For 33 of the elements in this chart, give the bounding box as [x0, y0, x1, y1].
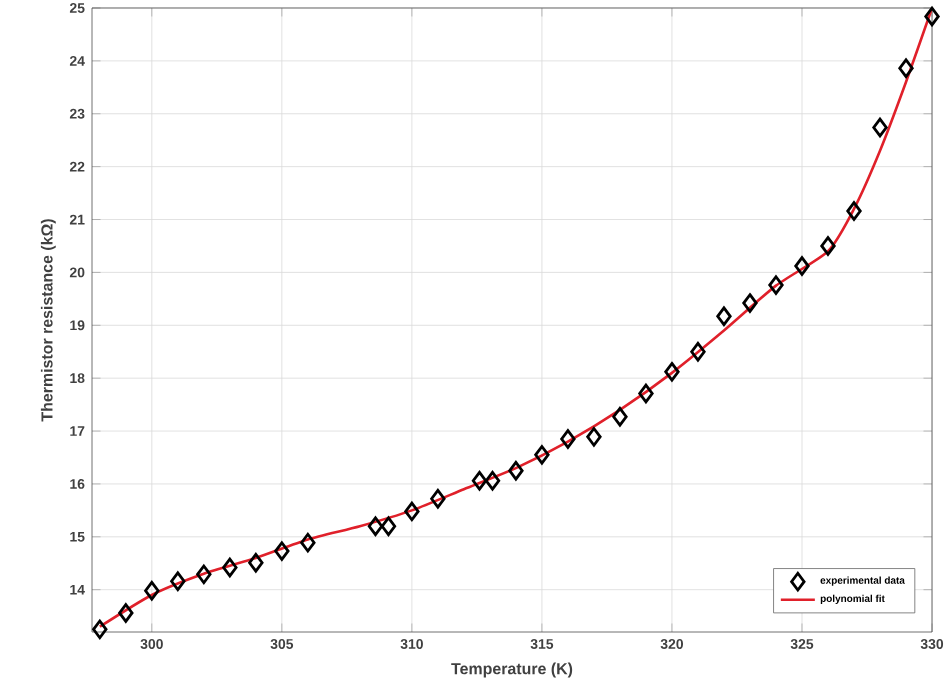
point: [222, 557, 238, 578]
point: [612, 407, 628, 427]
point: [118, 603, 134, 623]
point: [300, 532, 316, 553]
point: [508, 460, 524, 481]
point: [367, 516, 384, 536]
point: [274, 541, 290, 561]
point: [846, 201, 862, 221]
point: [534, 445, 550, 465]
point: [380, 516, 397, 536]
point: [430, 488, 446, 509]
point: [872, 117, 888, 138]
point: [248, 552, 264, 573]
point: [471, 470, 488, 491]
point: [690, 341, 706, 362]
point: [484, 470, 501, 491]
point: [586, 427, 602, 447]
point: [898, 58, 914, 79]
point: [144, 580, 160, 601]
point: [820, 236, 836, 256]
line-series: [98, 7, 933, 629]
point: [196, 564, 212, 585]
point: [716, 306, 732, 327]
point: [924, 6, 940, 27]
point: [794, 256, 810, 276]
point: [92, 619, 108, 640]
point: [664, 362, 680, 382]
point: [560, 429, 576, 449]
point: [768, 275, 784, 295]
point: [638, 383, 654, 404]
point: [170, 571, 186, 591]
point: [404, 501, 420, 522]
point: [742, 293, 758, 313]
